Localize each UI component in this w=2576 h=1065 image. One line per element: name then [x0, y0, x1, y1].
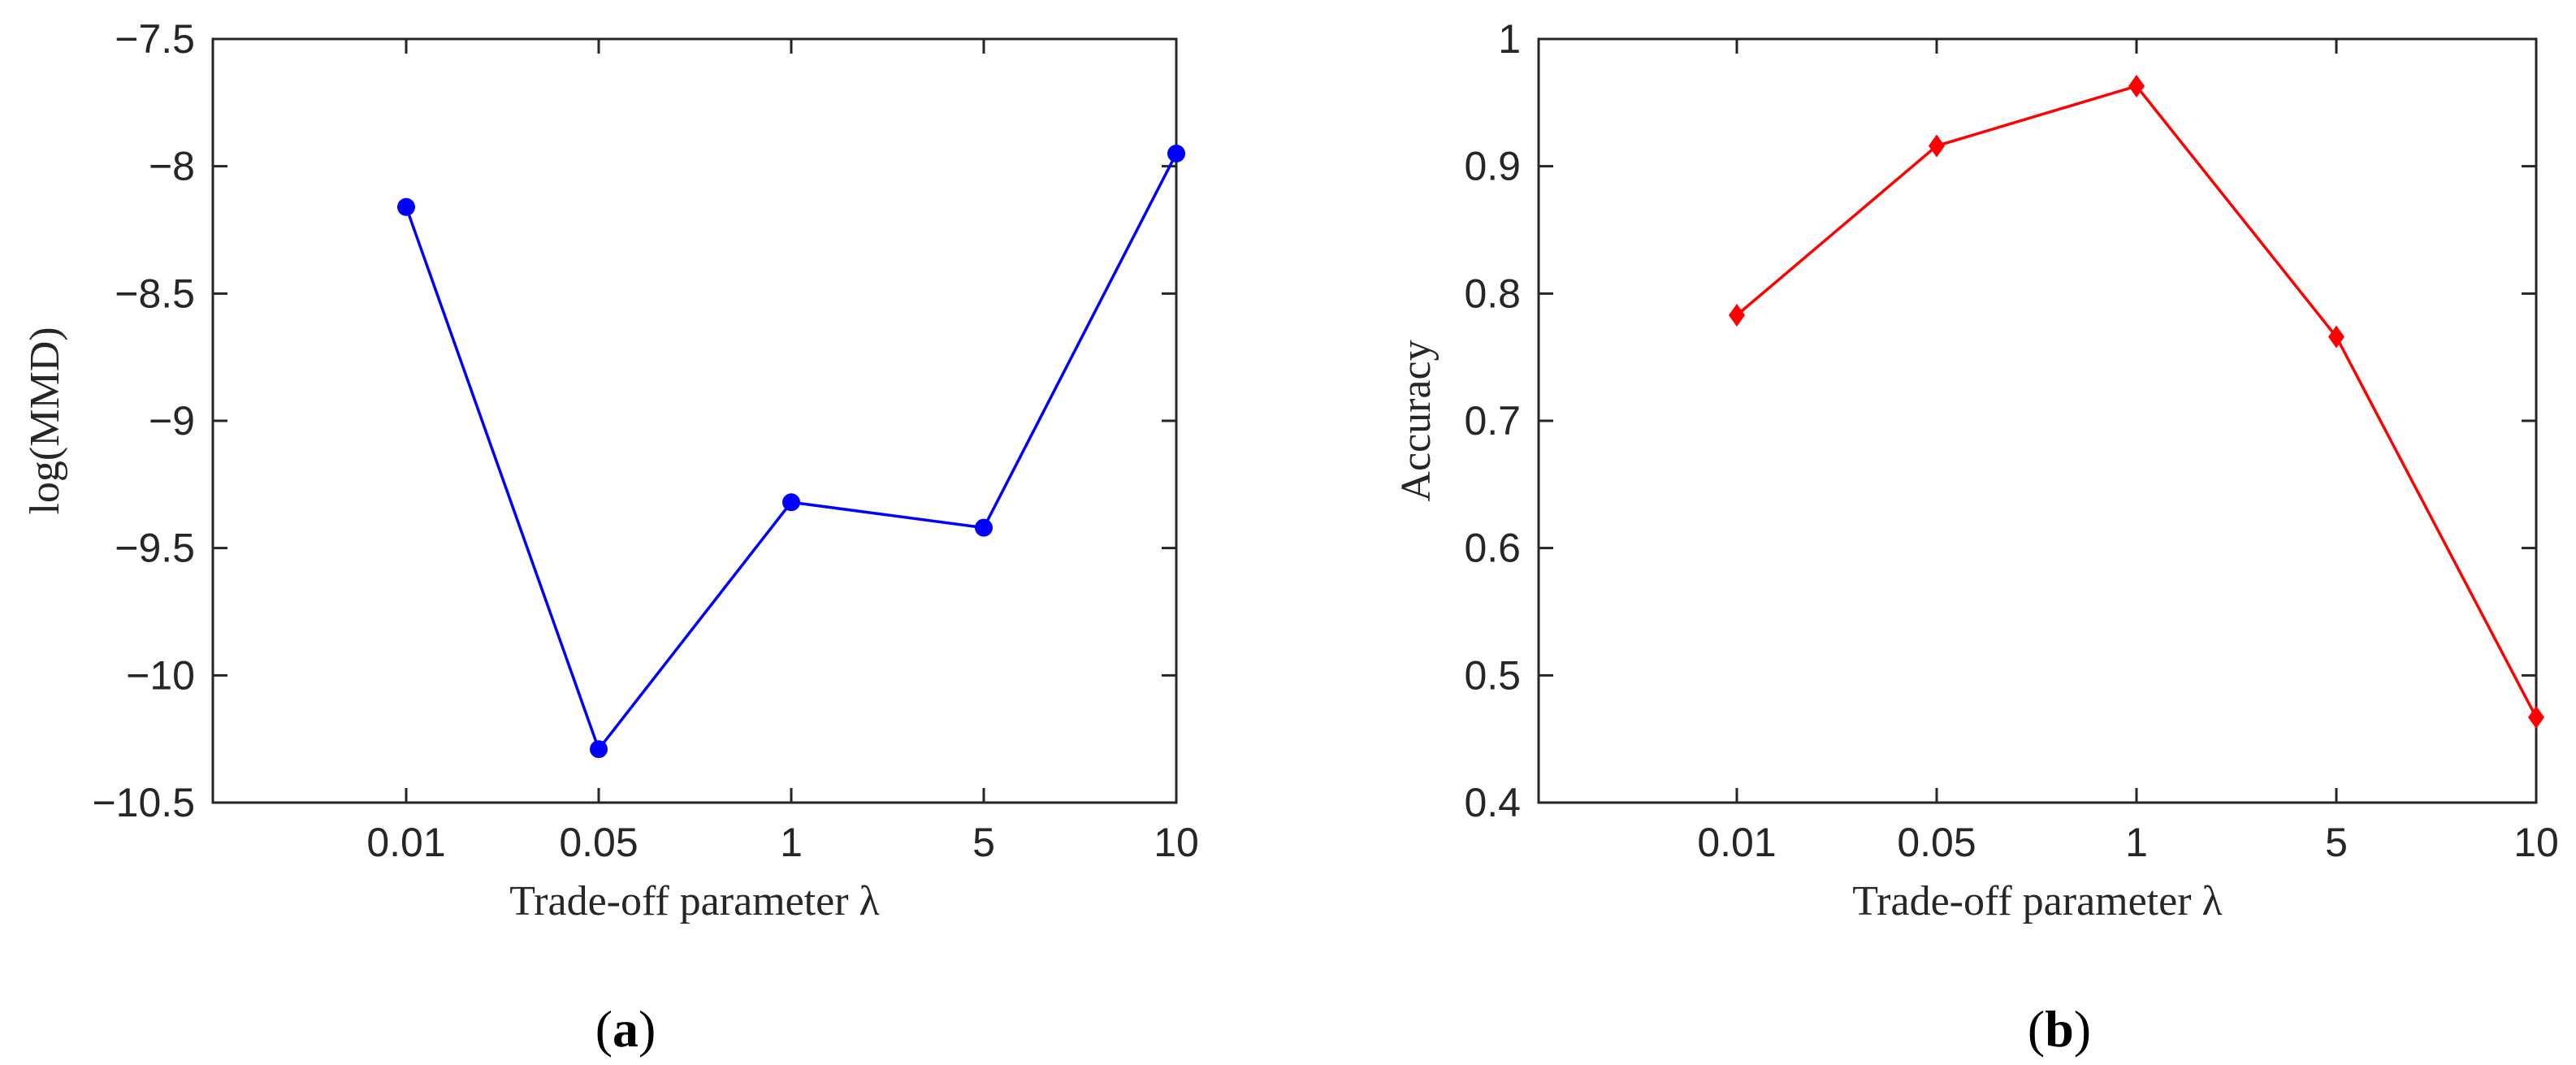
y-tick-label: 1: [1498, 16, 1521, 62]
plot-area-frame: [1537, 37, 2538, 804]
x-tick-label: 1: [2125, 820, 2148, 865]
y-tick-label: −10: [126, 652, 195, 698]
data-point-marker: [1167, 145, 1185, 162]
series-line: [1735, 84, 2538, 718]
x-tick-label: 1: [780, 820, 803, 865]
data-point-marker: [2128, 74, 2145, 97]
data-point-marker: [2328, 325, 2344, 349]
x-tick-label: 0.05: [559, 820, 638, 865]
data-point-marker: [590, 740, 608, 759]
y-tick-label: −8.5: [115, 271, 195, 316]
y-tick-label: 0.7: [1464, 398, 1521, 444]
data-point-marker: [397, 197, 415, 216]
x-axis-title: Trade-off parameter λ: [1852, 878, 2222, 924]
plot-area-frame: [211, 37, 1178, 804]
data-point-marker: [975, 518, 993, 537]
x-tick-label: 5: [972, 820, 995, 865]
y-tick-label: 0.5: [1464, 652, 1521, 698]
y-tick-label: −9.5: [115, 526, 195, 571]
x-tick-label: 10: [2513, 820, 2559, 865]
x-tick-label: 0.05: [1897, 820, 1976, 865]
x-tick-label: 0.01: [1697, 820, 1776, 865]
y-tick-label: 0.4: [1464, 780, 1521, 825]
data-point-marker: [1929, 134, 1945, 158]
data-point-marker: [782, 493, 800, 512]
x-axis-title: Trade-off parameter λ: [509, 878, 879, 924]
data-point-marker: [1729, 303, 1745, 327]
x-tick-label: 10: [1154, 820, 1199, 865]
panel-label: (a): [595, 1000, 656, 1058]
chart-panel-a: −10.5 −10 −9.5 −9 −8.5 −8 −7.5 0.01 0.05 1 5 10 Trad…: [22, 16, 1199, 1058]
y-tick-label: −8: [149, 144, 195, 189]
data-point-marker: [2528, 706, 2544, 729]
y-tick-label: 0.8: [1464, 271, 1521, 316]
series-line: [405, 153, 1178, 752]
x-tick-label: 0.01: [366, 820, 445, 865]
chart-panel-b: 0.4 0.5 0.6 0.7 0.8 0.9 1 0.01 0.05 1 5 10 Trade-off…: [1393, 16, 2559, 1058]
y-tick-label: 0.9: [1464, 144, 1521, 189]
y-tick-label: −7.5: [115, 16, 195, 62]
y-axis-title: Accuracy: [1393, 340, 1440, 501]
y-tick-label: −10.5: [92, 780, 195, 825]
panel-label: (b): [2028, 1000, 2091, 1058]
x-tick-label: 5: [2325, 820, 2348, 865]
y-tick-label: −9: [149, 398, 195, 444]
y-tick-label: 0.6: [1464, 526, 1521, 571]
y-axis-title: log(MMD): [22, 327, 68, 514]
